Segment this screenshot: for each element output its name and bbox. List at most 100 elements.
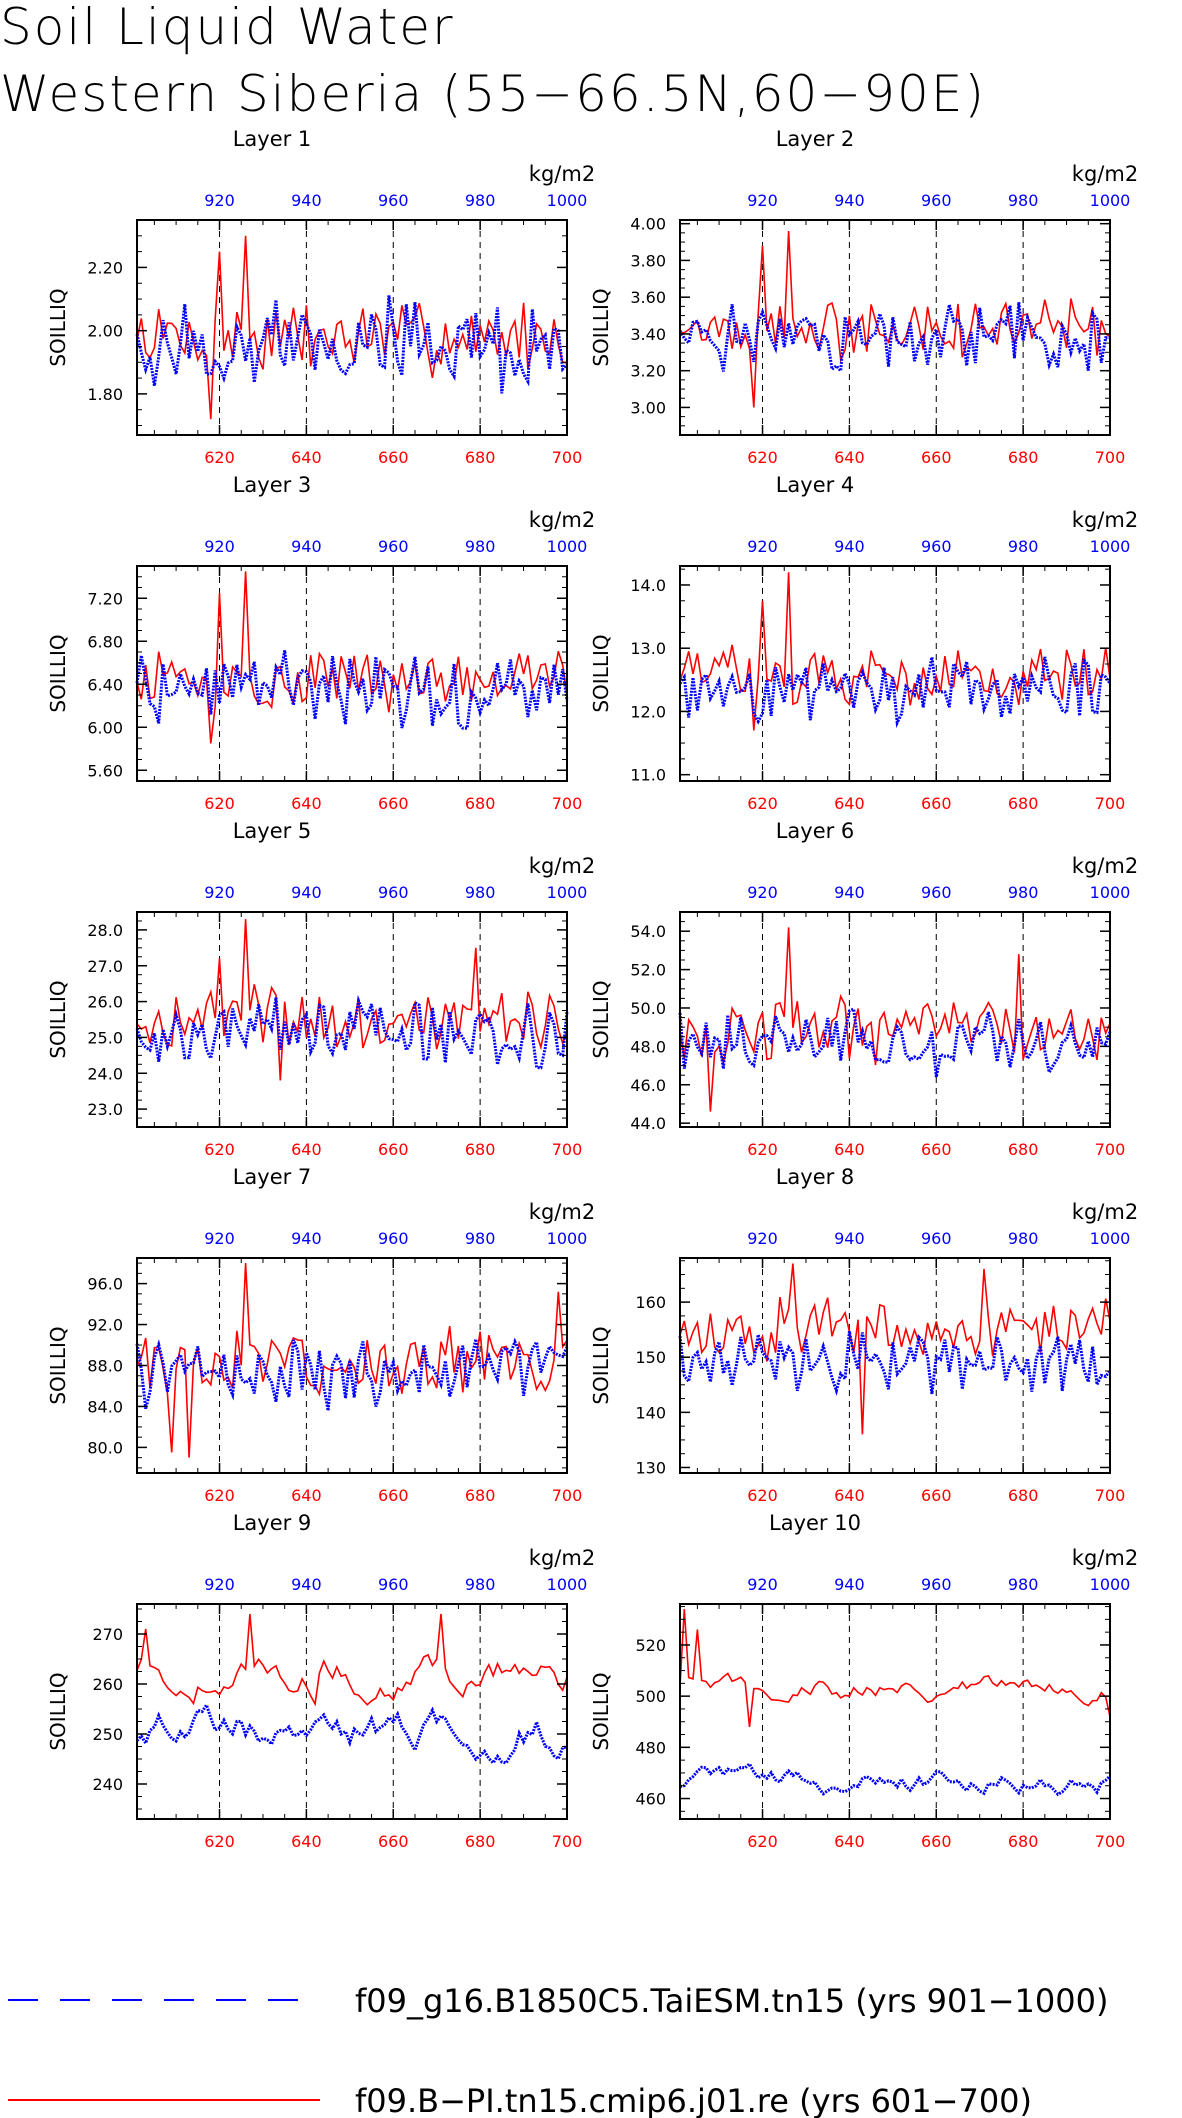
y-tick-label: 3.20 — [630, 362, 666, 381]
panel-title: Layer 8 — [776, 1165, 855, 1189]
y-axis-label: SOILLIQ — [589, 980, 613, 1058]
panel-layer-4: Layer 4 kg/m2 11.0 12.0 13.0 14.0 620 640 660 680… — [589, 473, 1138, 813]
x-tick-label: 700 — [552, 448, 583, 467]
x-tick-label: 660 — [378, 448, 409, 467]
x-tick-label: 680 — [465, 448, 496, 467]
panels-container: Layer 1 kg/m2 1.80 2.00 2.20 620 640 660 680 700 9… — [46, 127, 1138, 1851]
y-tick-label: 84.0 — [87, 1397, 123, 1416]
series-line-red — [679, 927, 1111, 1112]
panel-layer-5: Layer 5 kg/m2 23.0 24.0 25.0 26.0 27.0 28.0 620 6… — [46, 819, 595, 1159]
y-tick-label: 11.0 — [630, 766, 666, 785]
x2-tick-label: 1000 — [1090, 191, 1131, 210]
series-line-blue — [135, 1337, 569, 1411]
page-title-line1: Soil Liquid Water — [0, 0, 455, 56]
x2-tick-label: 1000 — [547, 191, 588, 210]
series-line-red — [136, 571, 568, 744]
x-tick-label: 640 — [291, 1486, 322, 1505]
y-tick-label: 500 — [635, 1687, 666, 1706]
y-tick-label: 260 — [92, 1675, 123, 1694]
legend-label-red: f09.B−PI.tn15.cmip6.j01.re (yrs 601−700) — [355, 2082, 1032, 2118]
series-line-blue — [135, 295, 569, 394]
x2-tick-label: 1000 — [1090, 1229, 1131, 1248]
y-axis-label: SOILLIQ — [589, 634, 613, 712]
series-line-blue — [679, 1761, 1112, 1797]
panel-units: kg/m2 — [1072, 1200, 1138, 1224]
x-tick-label: 620 — [747, 1140, 778, 1159]
y-tick-label: 44.0 — [630, 1114, 666, 1133]
x-tick-label: 660 — [921, 1832, 952, 1851]
x-tick-label: 640 — [291, 794, 322, 813]
x-tick-label: 680 — [465, 794, 496, 813]
plot-frame — [136, 219, 568, 436]
x2-tick-label: 940 — [834, 1575, 865, 1594]
y-tick-label: 1.80 — [87, 385, 123, 404]
x-tick-label: 640 — [834, 1832, 865, 1851]
series-line-blue — [678, 1330, 1112, 1396]
panel-units: kg/m2 — [1072, 854, 1138, 878]
x2-tick-label: 980 — [1008, 537, 1039, 556]
y-tick-label: 23.0 — [87, 1100, 123, 1119]
panel-layer-1: Layer 1 kg/m2 1.80 2.00 2.20 620 640 660 680 700 9… — [46, 127, 595, 467]
x2-tick-label: 920 — [747, 883, 778, 902]
panel-title: Layer 2 — [776, 127, 855, 151]
y-tick-label: 48.0 — [630, 1037, 666, 1056]
y-tick-label: 4.00 — [630, 215, 666, 234]
x2-tick-label: 940 — [834, 537, 865, 556]
x-tick-label: 660 — [921, 794, 952, 813]
panel-title: Layer 3 — [233, 473, 312, 497]
x2-tick-label: 940 — [291, 1575, 322, 1594]
x-tick-label: 620 — [204, 448, 235, 467]
x-tick-label: 680 — [465, 1832, 496, 1851]
y-tick-label: 96.0 — [87, 1275, 123, 1294]
x2-tick-label: 920 — [747, 1575, 778, 1594]
x2-tick-label: 960 — [921, 191, 952, 210]
x2-tick-label: 920 — [204, 883, 235, 902]
x2-tick-label: 920 — [204, 1575, 235, 1594]
x-tick-label: 660 — [921, 448, 952, 467]
x-tick-label: 640 — [291, 448, 322, 467]
series-line-blue — [135, 650, 569, 730]
x-tick-label: 660 — [378, 794, 409, 813]
x-tick-label: 620 — [204, 794, 235, 813]
x-tick-label: 620 — [747, 794, 778, 813]
x-tick-label: 700 — [1095, 1832, 1126, 1851]
y-tick-label: 52.0 — [630, 961, 666, 980]
x2-tick-label: 1000 — [547, 537, 588, 556]
series-line-red — [136, 235, 567, 420]
x-tick-label: 640 — [834, 1140, 865, 1159]
panel-layer-2: Layer 2 kg/m2 3.00 3.20 3.40 3.60 3.80 4.00 620 6… — [589, 127, 1138, 467]
x2-tick-label: 980 — [465, 537, 496, 556]
x2-tick-label: 960 — [921, 1229, 952, 1248]
x2-tick-label: 960 — [921, 883, 952, 902]
series-line-blue — [135, 1701, 568, 1766]
plot-frame — [679, 1603, 1111, 1820]
panel-units: kg/m2 — [529, 508, 595, 532]
y-axis-label: SOILLIQ — [589, 1672, 613, 1750]
y-tick-label: 480 — [635, 1738, 666, 1757]
x-tick-label: 700 — [1095, 794, 1126, 813]
panel-title: Layer 7 — [233, 1165, 312, 1189]
x-tick-label: 640 — [291, 1832, 322, 1851]
x-tick-label: 680 — [1008, 1140, 1039, 1159]
x2-tick-label: 920 — [747, 537, 778, 556]
y-axis-label: SOILLIQ — [589, 288, 613, 366]
x-tick-label: 660 — [378, 1140, 409, 1159]
panel-units: kg/m2 — [529, 1200, 595, 1224]
x-tick-label: 620 — [204, 1486, 235, 1505]
x2-tick-label: 940 — [834, 191, 865, 210]
series-line-red — [136, 1263, 568, 1458]
y-tick-label: 250 — [92, 1725, 123, 1744]
y-axis-label: SOILLIQ — [46, 634, 70, 712]
panel-layer-3: Layer 3 kg/m2 5.60 6.00 6.40 6.80 7.20 620 640 66… — [46, 473, 595, 813]
x2-tick-label: 920 — [204, 1229, 235, 1248]
plot-frame — [679, 219, 1111, 436]
series-line-blue — [678, 1006, 1112, 1078]
x-tick-label: 700 — [552, 1832, 583, 1851]
series-line-red — [679, 230, 1111, 408]
x2-tick-label: 960 — [921, 537, 952, 556]
x2-tick-label: 960 — [378, 537, 409, 556]
plot-frame — [679, 565, 1111, 782]
y-tick-label: 7.20 — [87, 589, 123, 608]
x2-tick-label: 1000 — [547, 883, 588, 902]
